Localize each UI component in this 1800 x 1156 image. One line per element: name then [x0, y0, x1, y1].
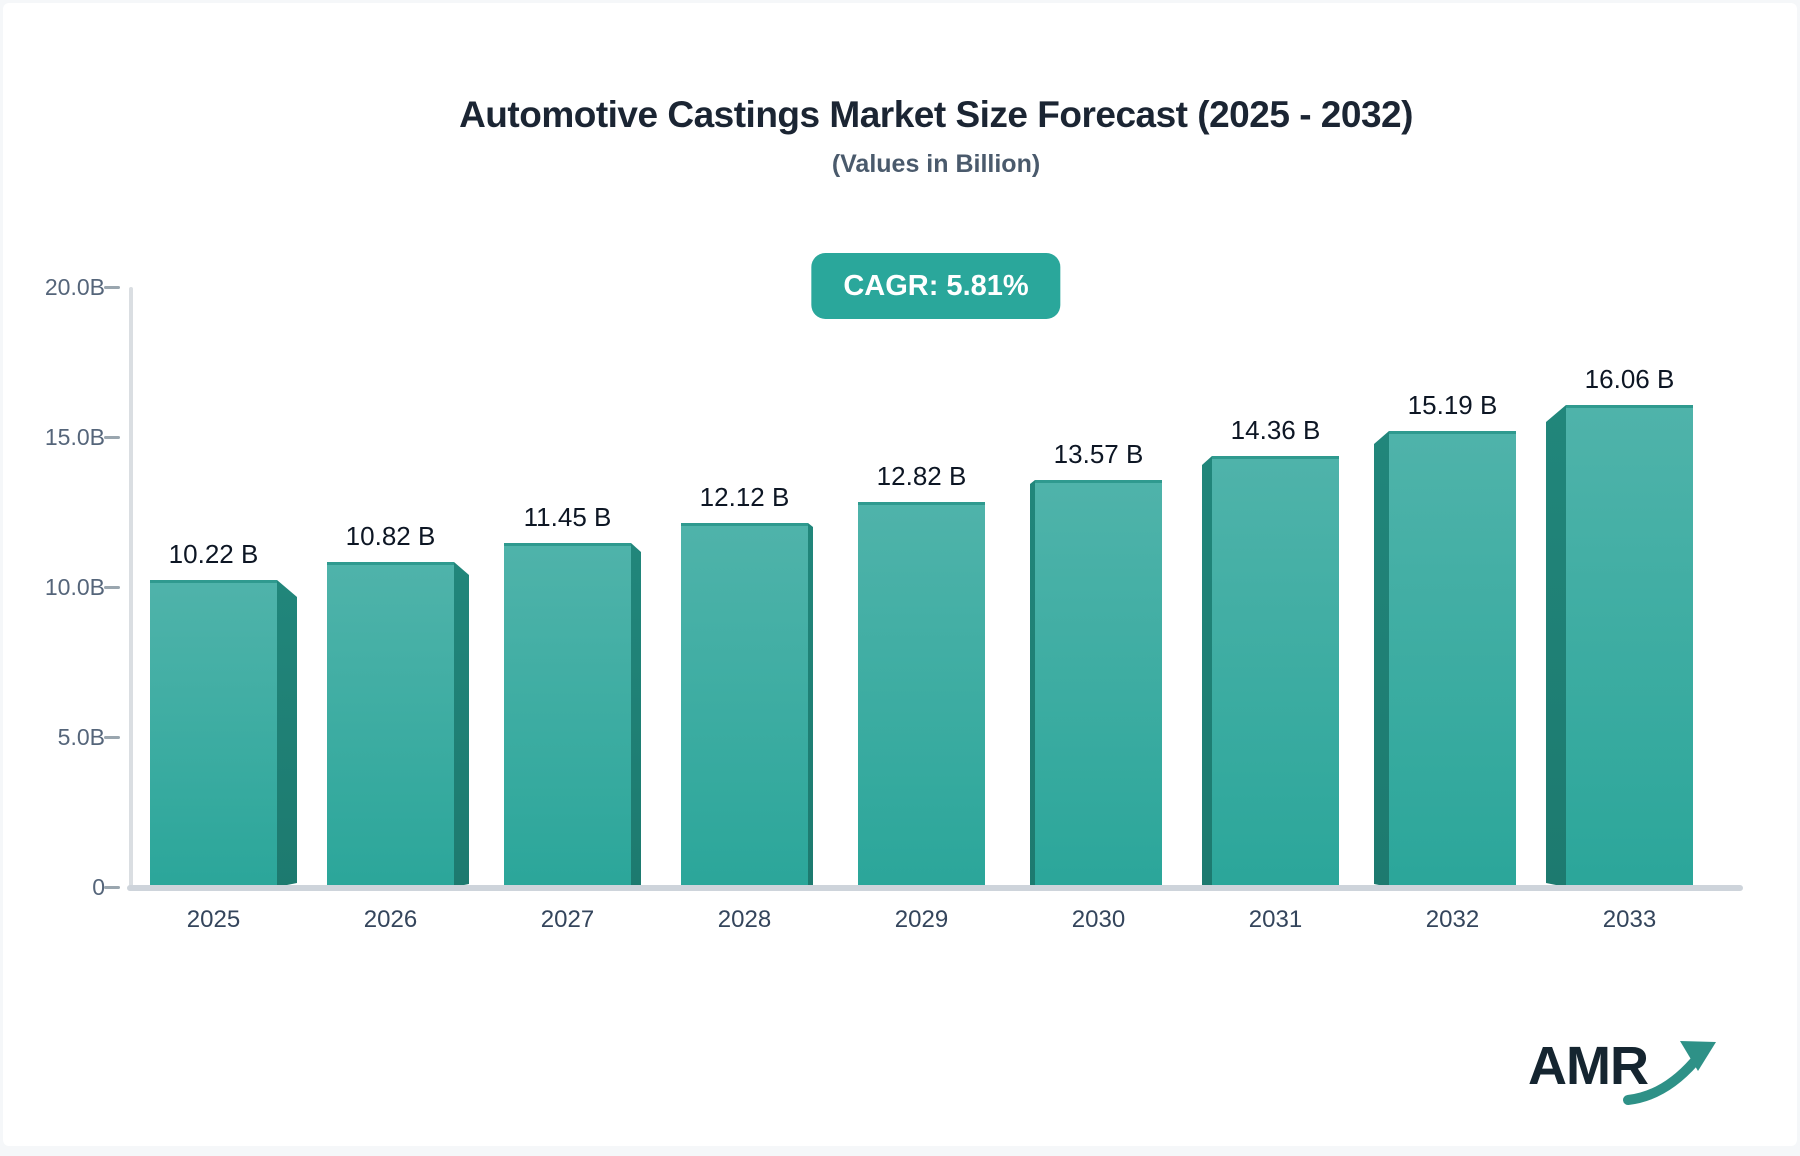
x-axis-label: 2033	[1602, 906, 1657, 933]
y-axis-tick-label: 10.0B	[44, 574, 105, 600]
bar	[150, 580, 277, 887]
chart-subtitle: (Values in Billion)	[831, 150, 1041, 178]
bar	[504, 543, 631, 887]
amr-logo-text: AMR	[1528, 1036, 1649, 1096]
bar	[1212, 456, 1339, 887]
chart-card: Automotive Castings Market Size Forecast…	[3, 3, 1797, 1146]
bar	[1035, 480, 1162, 887]
y-axis-tick-mark	[104, 586, 120, 589]
bar-side-face	[631, 543, 641, 887]
y-axis-tick-label: 5.0B	[57, 724, 105, 750]
x-axis-label: 2029	[894, 906, 949, 933]
y-axis-tick-label: 0	[92, 874, 105, 900]
bar	[327, 562, 454, 887]
bar-side-face	[808, 523, 813, 887]
x-axis-label: 2027	[540, 906, 595, 933]
x-axis-line	[127, 885, 1743, 891]
bar	[1389, 431, 1516, 887]
chart-title: Automotive Castings Market Size Forecast…	[459, 94, 1413, 135]
growth-arrow-icon	[1623, 1041, 1716, 1105]
bar-value-label: 10.22 B	[168, 539, 259, 569]
amr-logo: AMR	[1528, 1036, 1728, 1116]
bar-side-face	[454, 562, 469, 887]
bar-value-label: 12.12 B	[699, 482, 790, 512]
y-axis-tick-mark	[104, 736, 120, 739]
bar-side-face	[1546, 405, 1566, 887]
bar-value-label: 15.19 B	[1407, 390, 1498, 420]
bar-value-label: 12.82 B	[876, 461, 967, 491]
x-axis-label: 2031	[1248, 906, 1303, 933]
bar-side-face	[1030, 480, 1035, 887]
bar-value-label: 16.06 B	[1584, 364, 1675, 394]
cagr-badge: CAGR: 5.81%	[811, 253, 1061, 319]
y-axis-tick-label: 15.0B	[44, 424, 105, 450]
bar	[681, 523, 808, 887]
bar-side-face	[1202, 456, 1212, 887]
y-axis-tick-mark	[104, 436, 120, 439]
bar-side-face	[277, 580, 297, 887]
x-axis-label: 2030	[1071, 906, 1126, 933]
bar-value-label: 14.36 B	[1230, 415, 1321, 445]
y-axis-tick-mark	[104, 286, 120, 289]
bar-value-label: 11.45 B	[523, 502, 612, 532]
y-axis-line	[129, 287, 133, 887]
x-axis-label: 2028	[717, 906, 772, 933]
bar	[1566, 405, 1693, 887]
x-axis-label: 2026	[363, 906, 418, 933]
bar	[858, 502, 985, 887]
bar-value-label: 13.57 B	[1053, 439, 1144, 469]
bar-side-face	[1374, 431, 1389, 887]
y-axis-tick-label: 20.0B	[44, 274, 105, 300]
x-axis-label: 2025	[186, 906, 241, 933]
y-axis-tick-mark	[104, 886, 120, 889]
bar-value-label: 10.82 B	[345, 521, 436, 551]
x-axis-label: 2032	[1425, 906, 1480, 933]
